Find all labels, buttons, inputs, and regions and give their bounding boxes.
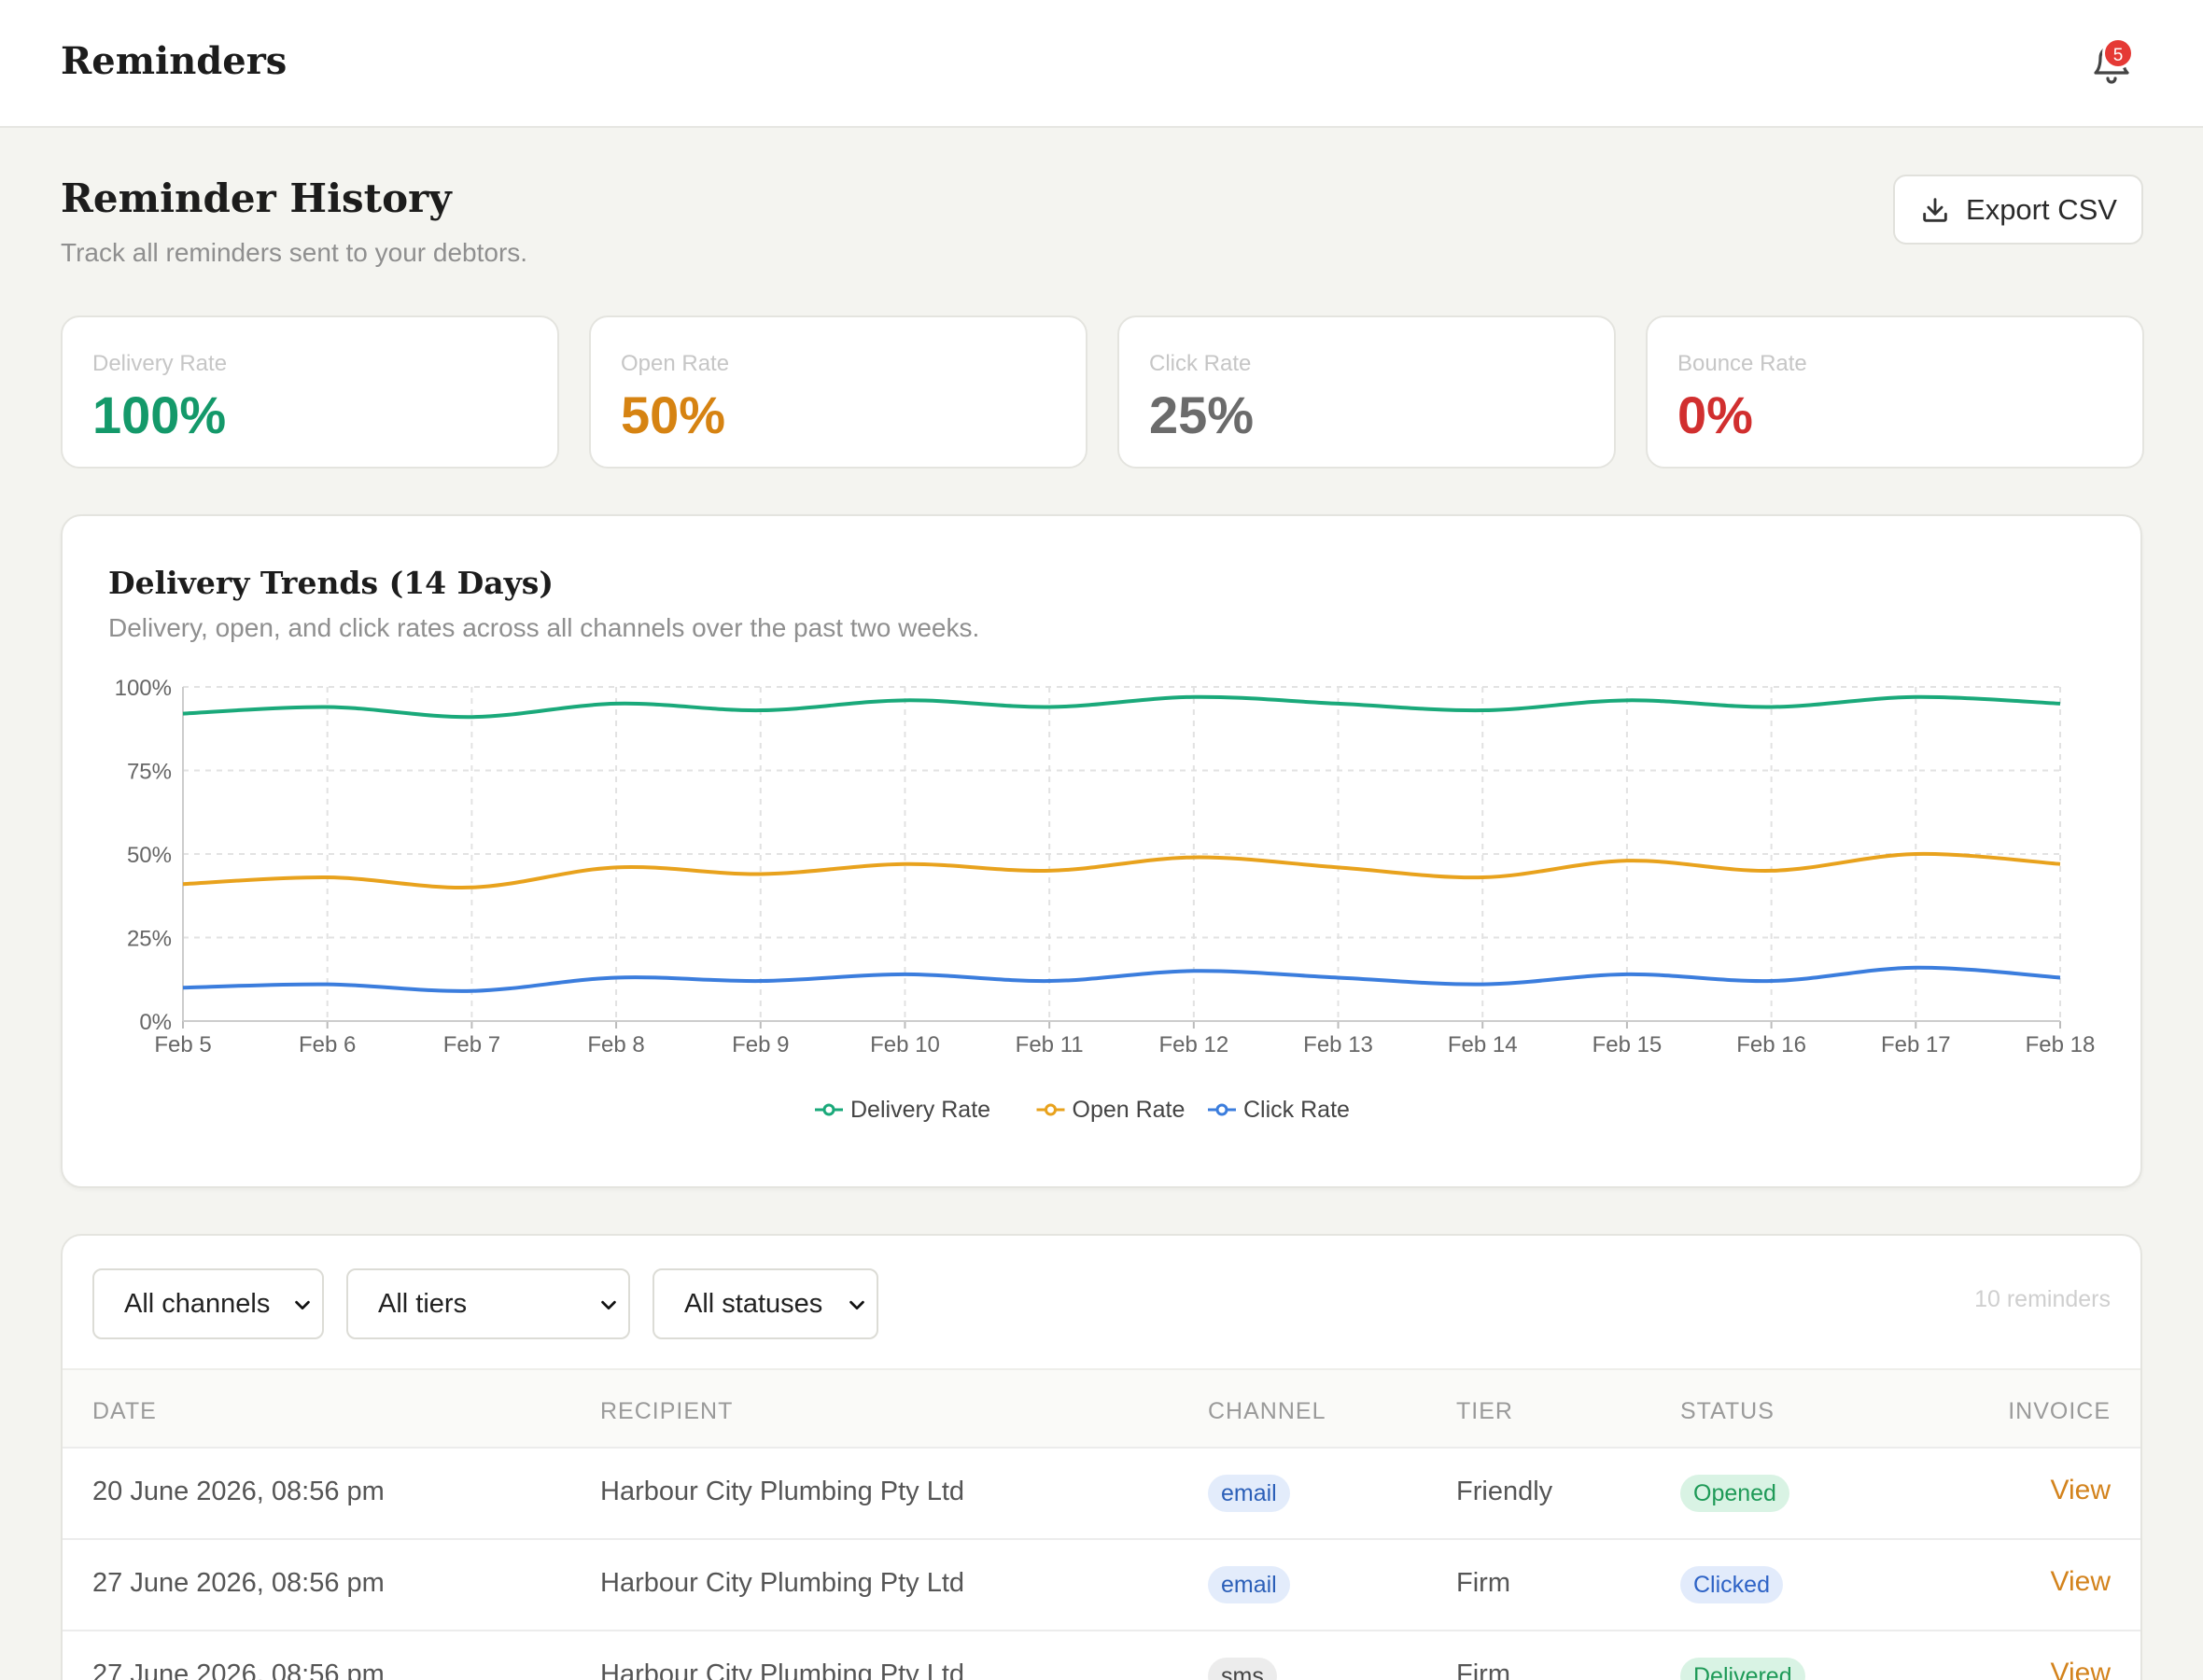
series-line-click-rate [182,965,2061,993]
x-tick-label: Feb 15 [1593,1032,1663,1057]
cell-tier: Firm [1456,1568,1510,1598]
cell-recipient: Harbour City Plumbing Pty Ltd [600,1568,965,1598]
cell-date: 27 June 2026, 08:56 pm [92,1659,385,1680]
legend-marker-delivery-rate [822,1103,835,1116]
channel-badge: email [1208,1475,1290,1512]
channel-badge: email [1208,1566,1290,1603]
chart-title: Delivery Trends (14 Days) [108,565,554,601]
table-row: 27 June 2026, 08:56 pm Harbour City Plum… [63,1630,2140,1680]
status-badge: Opened [1680,1475,1789,1512]
stat-value: 25% [1149,385,1255,444]
cell-date: 27 June 2026, 08:56 pm [92,1568,385,1598]
channel-badge: sms [1208,1658,1277,1680]
stat-label: Open Rate [621,351,730,376]
legend-label-delivery-rate: Delivery Rate [850,1097,990,1123]
series-line-open-rate [182,851,2061,889]
delivery-trends-chart: 0% 25% 50% 75% 100% Feb 5 Feb 6 Feb 7 Feb 8 Feb 9… [115,676,2096,1123]
stat-card-delivery-rate: Delivery Rate 100% [61,315,559,469]
app-title: Reminders [61,39,288,83]
y-tick-label: 75% [127,760,172,785]
cell-tier: Friendly [1456,1477,1553,1506]
status-badge: Clicked [1680,1566,1783,1603]
channel-filter-select[interactable]: All channels [92,1268,324,1339]
delivery-trends-card: Delivery Trends (14 Days) Delivery, open… [61,514,2142,1188]
export-csv-label: Export CSV [1966,192,2117,226]
series-line-delivery-rate [182,694,2061,720]
reminder-count: 10 reminders [1974,1286,2111,1312]
notification-badge: 5 [2102,37,2134,69]
legend-label-click-rate: Click Rate [1243,1097,1350,1123]
x-tick-label: Feb 5 [154,1032,211,1057]
x-tick-label: Feb 12 [1158,1032,1228,1057]
column-header-date: DATE [92,1398,157,1424]
stat-label: Bounce Rate [1677,351,1807,376]
chevron-down-icon [601,1300,616,1310]
y-tick-label: 25% [127,927,172,952]
x-tick-label: Feb 8 [587,1032,644,1057]
status-filter-select[interactable]: All statuses [652,1268,878,1339]
x-tick-label: Feb 13 [1303,1032,1373,1057]
table-row: 27 June 2026, 08:56 pm Harbour City Plum… [63,1538,2140,1630]
x-tick-label: Feb 14 [1448,1032,1518,1057]
cell-tier: Firm [1456,1659,1510,1680]
x-tick-label: Feb 9 [732,1032,789,1057]
x-tick-label: Feb 17 [1881,1032,1951,1057]
cell-date: 20 June 2026, 08:56 pm [92,1477,385,1506]
stat-card-click-rate: Click Rate 25% [1117,315,1616,469]
stat-label: Click Rate [1149,351,1252,376]
column-header-channel: CHANNEL [1208,1398,1326,1424]
view-invoice-link[interactable]: View [2050,1658,2111,1680]
tier-filter-select[interactable]: All tiers [346,1268,630,1339]
column-header-recipient: RECIPIENT [600,1398,734,1424]
stat-label: Delivery Rate [92,351,228,376]
x-tick-label: Feb 7 [443,1032,500,1057]
export-csv-button[interactable]: Export CSV [1893,175,2143,245]
cell-recipient: Harbour City Plumbing Pty Ltd [600,1659,965,1680]
download-icon [1923,197,1947,222]
column-header-tier: TIER [1456,1398,1513,1424]
column-header-invoice: INVOICE [2008,1398,2111,1424]
legend-label-open-rate: Open Rate [1073,1097,1186,1123]
page-subtitle: Track all reminders sent to your debtors… [61,238,528,267]
status-filter-value: All statuses [684,1288,823,1319]
channel-filter-value: All channels [124,1288,271,1319]
cell-recipient: Harbour City Plumbing Pty Ltd [600,1477,965,1506]
chevron-down-icon [849,1300,864,1310]
stat-card-open-rate: Open Rate 50% [589,315,1087,469]
stat-card-bounce-rate: Bounce Rate 0% [1646,315,2144,469]
stat-value: 50% [621,385,726,444]
page-title: Reminder History [61,175,452,221]
legend-marker-open-rate [1045,1103,1057,1116]
stat-value: 0% [1677,385,1753,444]
top-bar: Reminders 5 [0,0,2203,128]
reminders-table-card: All channels All tiers All statuses 10 r… [61,1234,2142,1680]
x-tick-label: Feb 11 [1016,1032,1084,1057]
chart-subtitle: Delivery, open, and click rates across a… [108,613,980,642]
stat-value: 100% [92,385,227,444]
table-header: DATE RECIPIENT CHANNEL TIER STATUS INVOI… [63,1368,2140,1447]
y-tick-label: 100% [115,676,172,701]
chevron-down-icon [295,1300,310,1310]
x-tick-label: Feb 6 [299,1032,356,1057]
y-tick-label: 0% [139,1010,172,1035]
y-tick-label: 50% [127,843,172,868]
status-badge: Delivered [1680,1658,1805,1680]
tier-filter-value: All tiers [378,1288,468,1319]
x-tick-label: Feb 18 [2026,1032,2096,1057]
table-row: 20 June 2026, 08:56 pm Harbour City Plum… [63,1447,2140,1538]
legend-marker-click-rate [1215,1103,1228,1116]
column-header-status: STATUS [1680,1398,1775,1424]
x-tick-label: Feb 10 [870,1032,940,1057]
view-invoice-link[interactable]: View [2050,1566,2111,1597]
view-invoice-link[interactable]: View [2050,1475,2111,1505]
x-tick-label: Feb 16 [1736,1032,1806,1057]
